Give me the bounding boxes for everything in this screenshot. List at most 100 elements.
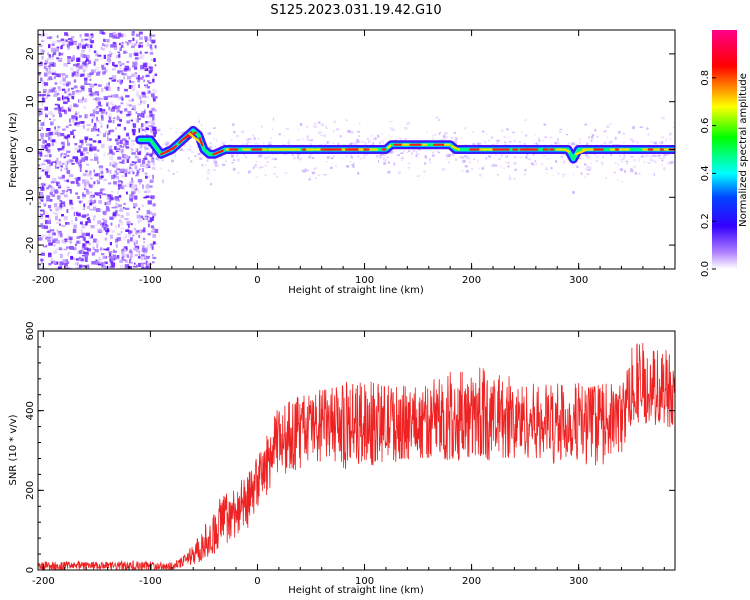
noise-speckle [90, 144, 94, 149]
noise-speckle [90, 128, 94, 132]
noise-speckle [127, 239, 130, 244]
halo-speckle [490, 155, 491, 159]
noise-speckle [46, 151, 51, 155]
halo-speckle [559, 128, 563, 131]
noise-speckle [101, 262, 104, 267]
noise-speckle [60, 165, 63, 168]
noise-speckle [77, 266, 81, 269]
noise-speckle [136, 92, 139, 96]
noise-speckle [142, 262, 146, 265]
noise-speckle [80, 215, 83, 218]
x-tick-label: 0 [254, 275, 260, 286]
noise-speckle [106, 57, 111, 62]
noise-speckle [84, 243, 87, 247]
noise-speckle [66, 239, 71, 243]
halo-speckle [166, 140, 168, 143]
noise-speckle [73, 103, 78, 107]
noise-speckle [149, 37, 152, 42]
noise-speckle [89, 78, 92, 81]
halo-speckle [392, 129, 396, 131]
halo-speckle [246, 140, 249, 143]
noise-speckle [56, 166, 60, 169]
noise-speckle [43, 210, 46, 215]
noise-speckle [149, 66, 154, 71]
halo-speckle [311, 157, 314, 159]
noise-speckle [133, 203, 138, 207]
ridge-core-dash [188, 132, 203, 145]
noise-speckle [133, 153, 137, 156]
noise-speckle [54, 165, 57, 169]
halo-speckle [367, 140, 371, 143]
noise-speckle [41, 98, 46, 103]
halo-speckle [563, 143, 565, 145]
noise-speckle [46, 174, 51, 178]
halo-speckle [373, 138, 377, 141]
noise-speckle [135, 174, 138, 177]
halo-speckle [313, 122, 317, 125]
noise-speckle [110, 190, 114, 193]
noise-speckle [121, 183, 124, 186]
noise-speckle [45, 65, 49, 69]
halo-speckle [302, 137, 304, 141]
noise-speckle [49, 62, 54, 67]
halo-speckle [619, 168, 624, 171]
noise-speckle [51, 40, 56, 44]
noise-speckle [52, 69, 55, 74]
noise-speckle [120, 102, 124, 105]
noise-speckle [47, 149, 51, 153]
halo-speckle [534, 134, 536, 136]
halo-speckle [162, 160, 164, 162]
noise-speckle [125, 95, 130, 98]
halo-speckle [231, 138, 233, 141]
halo-speckle [379, 156, 382, 159]
noise-speckle [148, 82, 152, 84]
noise-speckle [124, 108, 128, 112]
halo-speckle [431, 154, 435, 157]
noise-speckle [86, 43, 90, 48]
noise-speckle [134, 66, 138, 70]
halo-speckle [233, 131, 236, 134]
halo-speckle [647, 133, 650, 136]
noise-speckle [151, 107, 155, 111]
noise-speckle [86, 163, 90, 166]
noise-speckle [89, 208, 93, 211]
noise-speckle [134, 161, 138, 163]
noise-speckle [145, 121, 149, 124]
noise-speckle [93, 153, 98, 156]
noise-speckle [100, 188, 105, 191]
noise-speckle [39, 192, 44, 197]
noise-speckle [40, 258, 44, 262]
halo-speckle [619, 159, 623, 161]
halo-speckle [605, 153, 607, 156]
noise-speckle [131, 128, 136, 133]
noise-speckle [50, 161, 53, 166]
noise-speckle [133, 262, 136, 265]
noise-speckle [86, 248, 91, 252]
noise-speckle [63, 153, 67, 155]
noise-speckle [119, 264, 124, 269]
noise-speckle [77, 90, 82, 93]
noise-speckle [102, 71, 106, 75]
halo-speckle [416, 175, 421, 177]
noise-speckle [111, 75, 117, 79]
halo-speckle [388, 134, 391, 136]
halo-speckle [306, 138, 309, 141]
halo-speckle [390, 127, 394, 131]
halo-speckle [222, 163, 226, 166]
noise-speckle [149, 44, 153, 49]
noise-speckle [127, 266, 132, 269]
noise-speckle [48, 163, 52, 167]
halo-speckle [521, 131, 523, 134]
noise-speckle [93, 92, 98, 96]
noise-speckle [117, 86, 120, 92]
noise-speckle [53, 107, 55, 110]
noise-speckle [97, 180, 100, 185]
halo-speckle [393, 162, 396, 166]
noise-speckle [56, 40, 61, 43]
noise-speckle [57, 266, 62, 269]
halo-speckle [558, 131, 562, 133]
noise-speckle [50, 209, 53, 212]
halo-speckle [258, 154, 260, 158]
noise-speckle [74, 267, 79, 269]
halo-speckle [481, 167, 484, 170]
